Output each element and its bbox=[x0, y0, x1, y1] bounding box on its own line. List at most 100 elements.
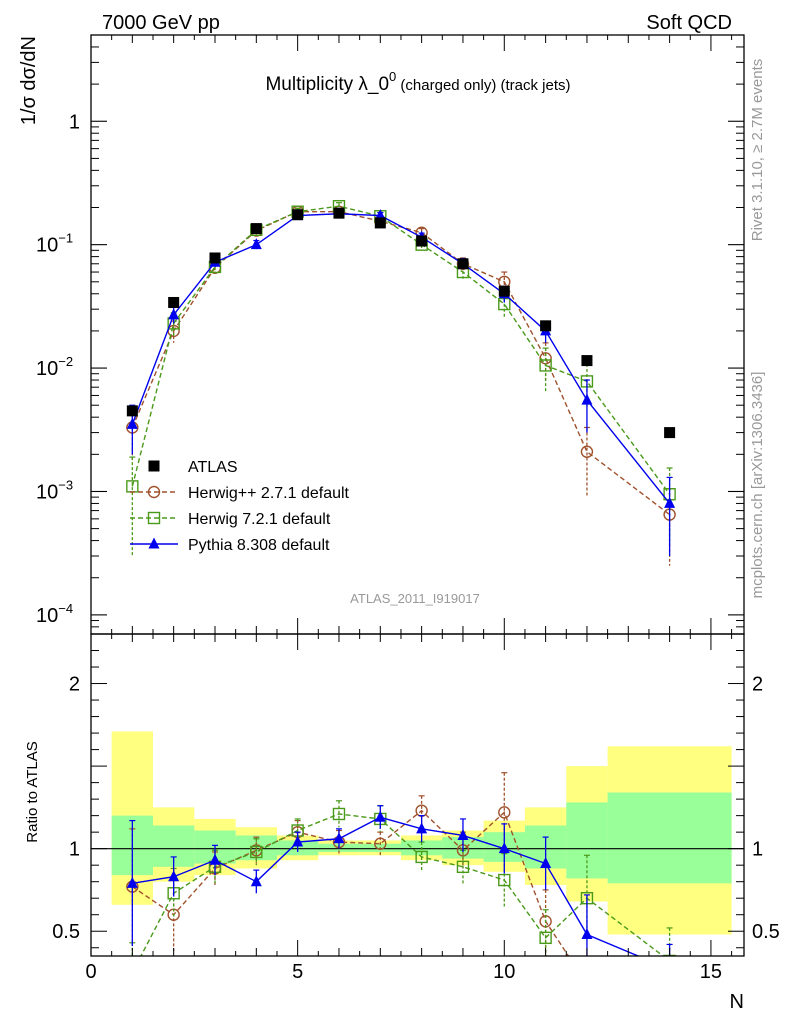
xtick-label: 0 bbox=[85, 961, 96, 983]
atlas-point bbox=[168, 296, 180, 308]
legend-item-herwigpp: Herwig++ 2.7.1 default bbox=[130, 485, 350, 502]
ratio-ylabel: Ratio to ATLAS bbox=[24, 741, 41, 842]
herwig7-series bbox=[126, 199, 676, 557]
ratio-ytick-label-right: 1 bbox=[752, 839, 763, 861]
main-ytick-label: 10−3 bbox=[36, 477, 73, 503]
atlas-point bbox=[209, 252, 221, 264]
ytick-base: 10 bbox=[36, 358, 58, 380]
legend-item-herwig7: Herwig 7.2.1 default bbox=[130, 511, 331, 528]
main-ylabel: 1/σ dσ/dN bbox=[18, 36, 40, 125]
atlas-point bbox=[581, 355, 593, 367]
atlas-point bbox=[292, 209, 304, 221]
legend: ATLAS Herwig++ 2.7.1 default Herwig 7.2.1 … bbox=[130, 459, 350, 554]
ratio-herwig7-point bbox=[332, 807, 346, 821]
ratio-herwigpp-point bbox=[498, 806, 511, 819]
ratio-herwig7-point bbox=[415, 850, 428, 864]
ytick-exponent: −1 bbox=[58, 231, 73, 246]
ratio-ytick-label: 2 bbox=[69, 674, 80, 696]
atlas-point bbox=[250, 223, 262, 235]
atlas-point bbox=[333, 207, 345, 219]
ytick-exponent: −4 bbox=[58, 601, 73, 616]
ratio-pythia-point bbox=[664, 963, 675, 974]
header-right: Soft QCD bbox=[646, 12, 732, 34]
ratio-pythia-point bbox=[168, 870, 180, 882]
ratio-pythia-point bbox=[209, 853, 221, 865]
rivet-label: Rivet 3.1.10, ≥ 2.7M events bbox=[749, 59, 766, 242]
ytick-exponent: −2 bbox=[58, 354, 73, 369]
pythia-point bbox=[664, 496, 676, 508]
mcplots-label: mcplots.cern.ch [arXiv:1306.3436] bbox=[749, 372, 766, 599]
main-ytick-label: 10−2 bbox=[36, 354, 73, 380]
analysis-id: ATLAS_2011_I919017 bbox=[350, 591, 480, 606]
ratio-data bbox=[126, 772, 676, 983]
atlas-point bbox=[664, 427, 676, 439]
atlas-point bbox=[498, 285, 510, 297]
herwig7-point bbox=[539, 359, 552, 372]
ratio-pythia-point bbox=[374, 810, 386, 822]
ratio-ytick-label: 0.5 bbox=[52, 921, 80, 943]
xtick-label: 5 bbox=[292, 961, 303, 983]
ratio-ytick-label-right: 0.5 bbox=[752, 921, 780, 943]
legend-marker bbox=[147, 511, 161, 525]
ratio-pythia-point bbox=[581, 928, 593, 940]
pythia-point bbox=[581, 393, 593, 405]
main-ytick-label: 10−1 bbox=[36, 231, 73, 257]
ratio-pythia-point bbox=[457, 828, 469, 840]
ratio-herwig7-point bbox=[498, 873, 511, 887]
legend-marker bbox=[148, 537, 160, 549]
ratio-pythia-point bbox=[250, 875, 262, 887]
uncertainty-bands bbox=[111, 731, 732, 935]
ratio-herwig7-point bbox=[127, 967, 138, 978]
legend-label: Herwig++ 2.7.1 default bbox=[188, 485, 350, 502]
xlabel: N bbox=[730, 991, 744, 1013]
atlas-point bbox=[416, 235, 428, 247]
main-ytick-label: 1 bbox=[69, 111, 80, 133]
ytick-exponent: −3 bbox=[58, 477, 73, 492]
ratio-pythia-point bbox=[498, 842, 510, 854]
ytick-base: 10 bbox=[36, 605, 58, 627]
pythia-point bbox=[168, 308, 180, 320]
chart-title: Multiplicity λ_00 (charged only) (track … bbox=[265, 69, 570, 95]
xtick-label: 10 bbox=[493, 961, 515, 983]
legend-item-atlas: ATLAS bbox=[148, 459, 238, 476]
title-main: Multiplicity λ_0 bbox=[265, 74, 389, 95]
main-data bbox=[126, 199, 676, 566]
title-sub: (charged only) (track jets) bbox=[396, 77, 570, 94]
pythia-point bbox=[126, 417, 138, 429]
main-ytick-label: 10−4 bbox=[36, 601, 73, 627]
atlas-point bbox=[540, 320, 552, 332]
ratio-herwig7-point bbox=[539, 931, 552, 945]
legend-label: Pythia 8.308 default bbox=[188, 537, 330, 554]
ratio-herwigpp-point bbox=[664, 972, 675, 983]
legend-item-pythia: Pythia 8.308 default bbox=[130, 537, 330, 554]
ratio-pythia-point bbox=[292, 835, 304, 847]
atlas-series bbox=[126, 207, 676, 439]
atlas-point bbox=[374, 217, 386, 229]
ratio-herwigpp-point bbox=[374, 837, 387, 850]
ratio-ytick-label-right: 2 bbox=[752, 674, 763, 696]
header-left: 7000 GeV pp bbox=[102, 12, 220, 34]
herwigpp-point bbox=[580, 445, 594, 458]
ratio-herwig7-point bbox=[456, 860, 470, 874]
pythia-point bbox=[250, 238, 262, 250]
ratio-pythia-point bbox=[333, 832, 345, 844]
ratio-pythia-series bbox=[126, 805, 675, 974]
ratio-frame bbox=[90, 633, 745, 957]
pythia-point bbox=[374, 209, 386, 221]
ytick-base: 10 bbox=[36, 235, 58, 257]
atlas-point bbox=[126, 405, 138, 417]
ytick-base: 1 bbox=[69, 111, 80, 133]
legend-marker bbox=[147, 485, 161, 499]
herwig7-line bbox=[131, 205, 671, 495]
title-sup: 0 bbox=[389, 69, 396, 84]
xtick-label: 15 bbox=[700, 961, 722, 983]
ratio-plot-layer: 0 5 10 15 0.5 0.5 1 1 2 2 bbox=[52, 633, 780, 983]
ratio-pythia-point bbox=[540, 857, 552, 869]
legend-label: Herwig 7.2.1 default bbox=[188, 511, 331, 528]
ratio-herwig7-point bbox=[250, 845, 263, 859]
ratio-ytick-label: 1 bbox=[69, 839, 80, 861]
legend-marker bbox=[148, 460, 160, 472]
ytick-base: 10 bbox=[36, 481, 58, 503]
green-band-bin bbox=[607, 792, 732, 884]
